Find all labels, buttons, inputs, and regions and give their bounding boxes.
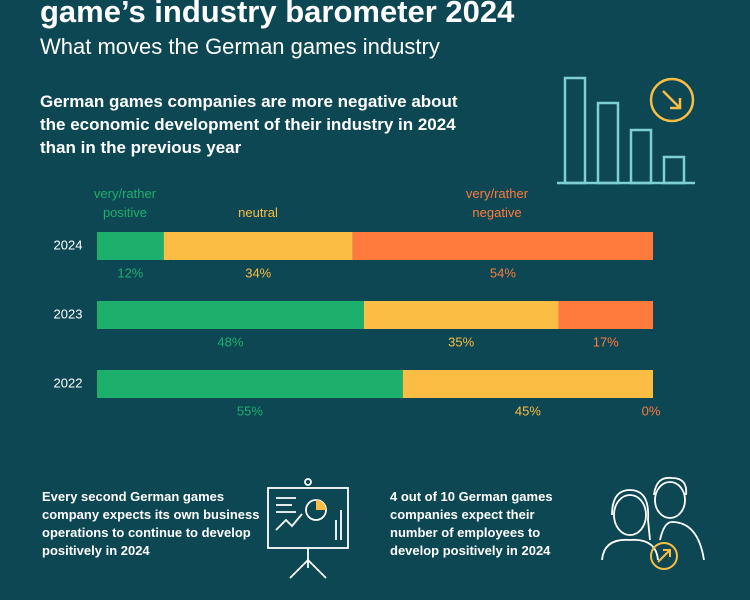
legend-label: neutral bbox=[238, 205, 278, 220]
down-arrow-icon bbox=[649, 77, 695, 123]
easel-icon bbox=[267, 478, 349, 579]
pie-icon bbox=[305, 499, 327, 521]
bar-segment bbox=[97, 232, 164, 260]
bar-segment bbox=[163, 232, 353, 260]
data-label: 35% bbox=[448, 334, 474, 349]
up-arrow-icon bbox=[650, 542, 678, 570]
chart-title: German games companies are more negative… bbox=[40, 92, 458, 157]
y-tick-label: 2022 bbox=[54, 375, 83, 390]
bar-segment bbox=[558, 301, 653, 329]
data-label: 45% bbox=[515, 403, 541, 418]
bar-segment bbox=[352, 232, 653, 260]
footer-text: 4 out of 10 German games companies expec… bbox=[390, 489, 553, 558]
data-label: 55% bbox=[237, 403, 263, 418]
data-label: 34% bbox=[245, 265, 271, 280]
bar-segment bbox=[363, 301, 559, 329]
data-label: 48% bbox=[217, 334, 243, 349]
data-label: 17% bbox=[593, 334, 619, 349]
data-label: 0% bbox=[642, 403, 661, 418]
bar-segment bbox=[97, 301, 364, 329]
bar-segment bbox=[402, 370, 653, 398]
data-label: 12% bbox=[117, 265, 143, 280]
subtitle: What moves the German games industry bbox=[40, 34, 440, 59]
people-icon bbox=[601, 476, 705, 561]
chart-icon bbox=[557, 76, 695, 185]
y-tick-label: 2024 bbox=[54, 237, 83, 252]
title: game’s industry barometer 2024 bbox=[40, 0, 515, 29]
data-label: 54% bbox=[490, 265, 516, 280]
bar-segment bbox=[97, 370, 403, 398]
legend-label: very/rather positive bbox=[93, 186, 157, 220]
legend-label: very/rather negative bbox=[465, 186, 529, 220]
footer-text: Every second German games company expect… bbox=[42, 489, 260, 558]
y-tick-label: 2023 bbox=[54, 306, 83, 321]
